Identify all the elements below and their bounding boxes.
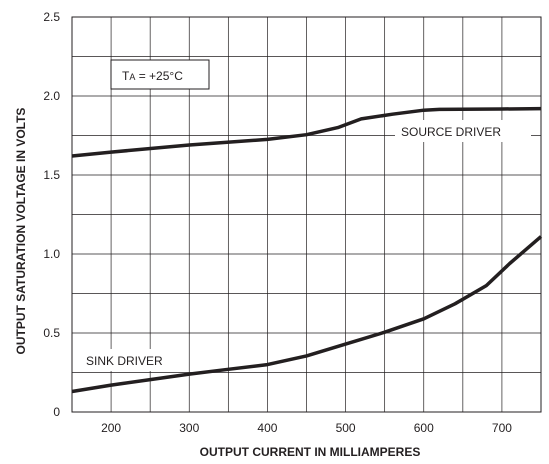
y-axis-title: OUTPUT SATURATION VOLTAGE IN VOLTS [14,108,28,355]
source-driver-label-bg [395,120,531,142]
annotation-text: TA = +25°C [122,69,183,83]
data-series [71,106,543,394]
annotation-subscript: A [129,72,135,82]
source-driver-line [71,106,542,158]
x-tick-label: 300 [179,421,199,435]
x-tick-label: 200 [101,421,121,435]
sink-driver-label: SINK DRIVER [86,354,163,368]
annotation-box [110,59,210,90]
y-tick-label: 0 [53,405,60,419]
y-tick-label: 2.0 [43,89,60,103]
sink-driver-line [71,235,543,394]
annotation-main: T [122,69,130,83]
x-tick-label: 400 [257,421,277,435]
x-tick-label: 600 [414,421,434,435]
source-driver-label: SOURCE DRIVER [401,125,501,139]
x-axis-title: OUTPUT CURRENT IN MILLIAMPERES [200,445,421,459]
x-axis-ticks: 200 300 400 500 600 700 [101,421,512,435]
y-tick-label: 1.0 [43,247,60,261]
y-tick-label: 2.5 [43,10,60,24]
plot-frame [71,16,542,413]
x-tick-label: 500 [336,421,356,435]
x-tick-label: 700 [492,421,512,435]
y-axis-ticks: 0 0.5 1.0 1.5 2.0 2.5 [43,10,60,419]
y-tick-label: 0.5 [43,326,60,340]
temperature-annotation: TA = +25°C [110,59,210,90]
annotation-rest: = +25°C [135,69,183,83]
y-tick-label: 1.5 [43,168,60,182]
sink-driver-label-bg [80,349,184,371]
